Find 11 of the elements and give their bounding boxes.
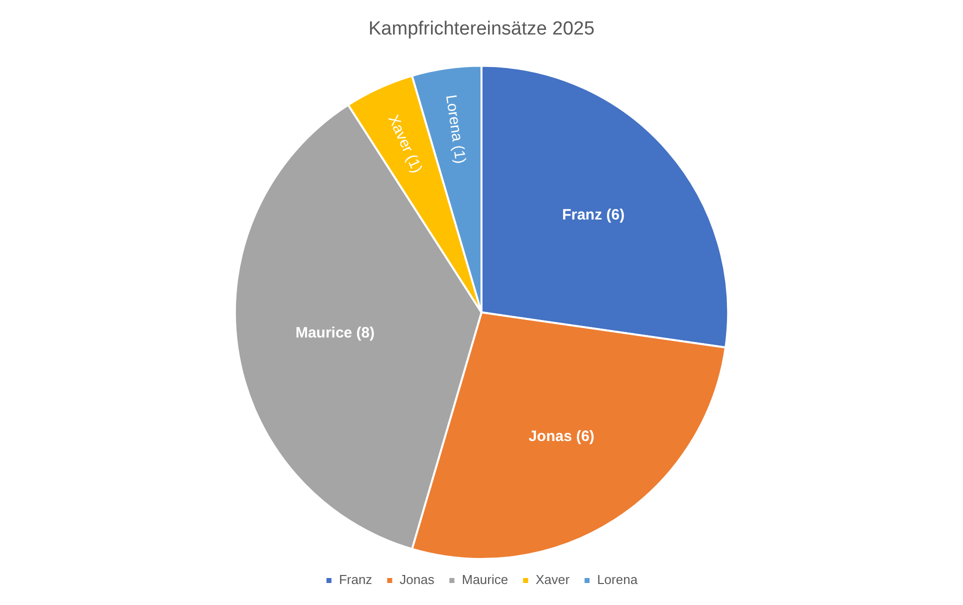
data-label: Xaver (1) <box>384 112 426 176</box>
legend-label: Maurice <box>462 572 508 588</box>
legend-label: Jonas <box>400 572 435 588</box>
data-label: Jonas (6) <box>528 428 594 446</box>
data-label: Franz (6) <box>562 206 625 224</box>
legend-label: Franz <box>338 572 372 588</box>
data-label: Lorena (1) <box>442 94 469 165</box>
data-label: Maurice (8) <box>295 324 375 342</box>
chart-title: Kampfrichtereinsätze 2025 <box>368 18 595 40</box>
legend-label: Lorena <box>597 572 638 588</box>
legend-label: Xaver <box>536 572 570 588</box>
